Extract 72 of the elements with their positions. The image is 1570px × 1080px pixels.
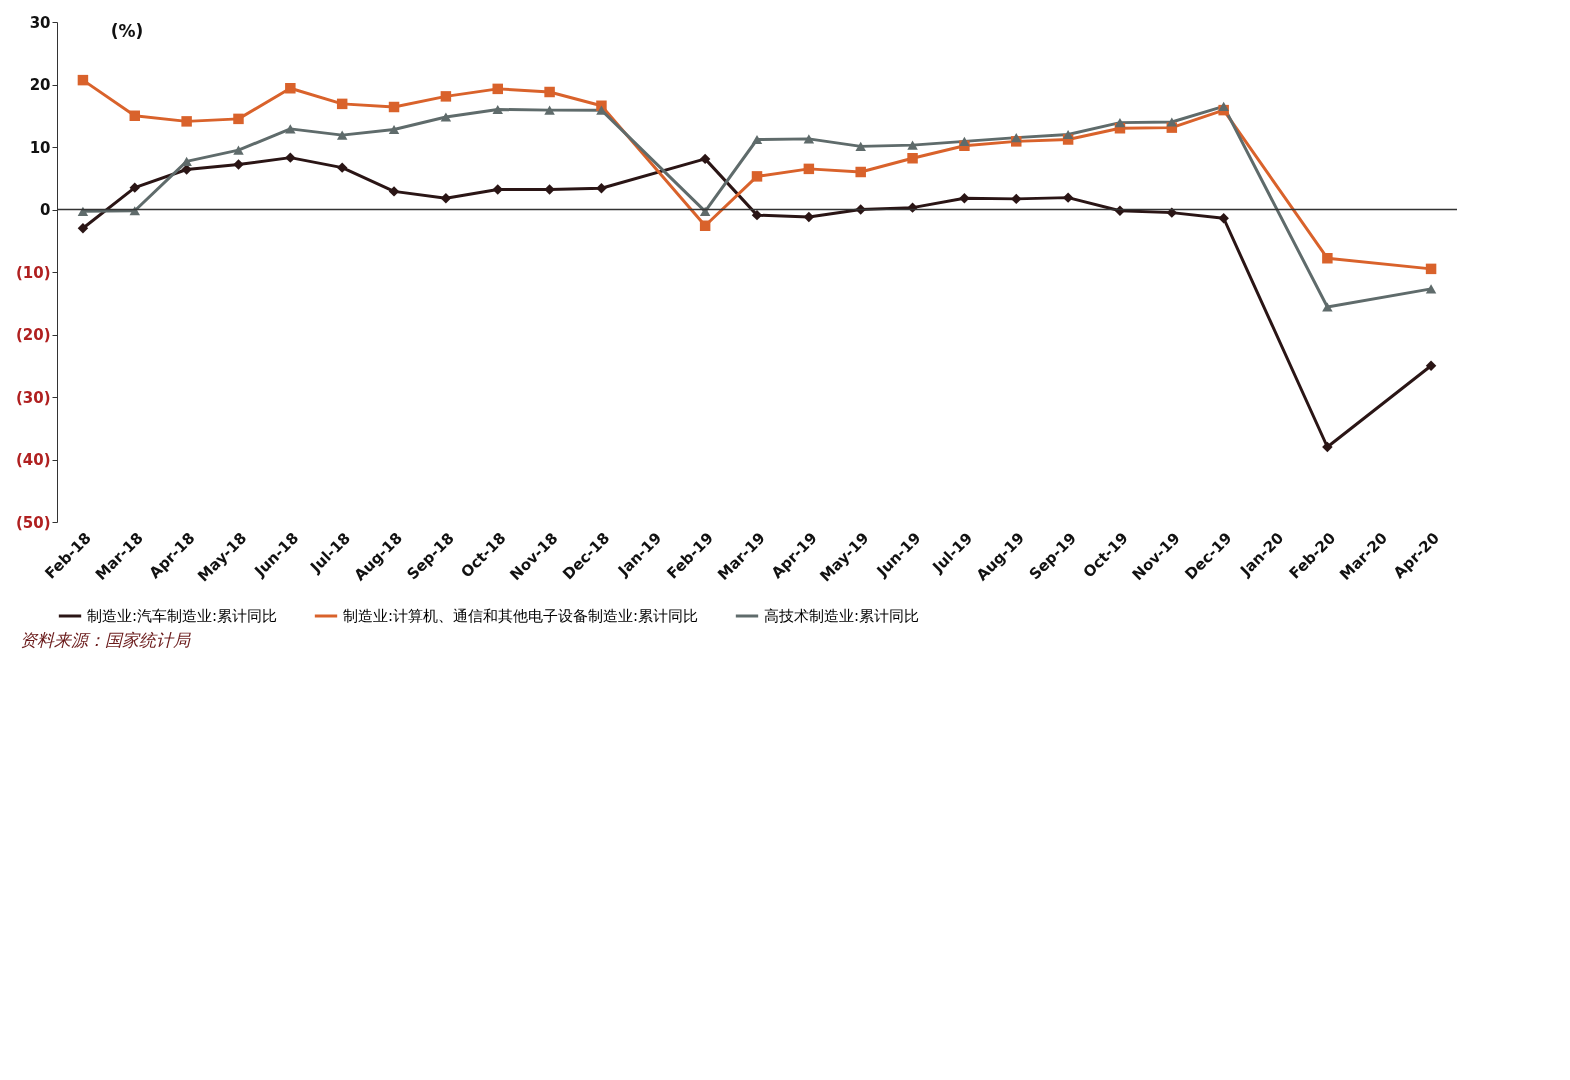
point xyxy=(907,153,918,164)
point xyxy=(751,171,763,182)
point xyxy=(1166,207,1178,218)
point xyxy=(388,186,400,197)
point xyxy=(1218,101,1229,111)
point xyxy=(907,140,918,150)
point xyxy=(544,105,555,115)
point xyxy=(699,220,711,231)
point xyxy=(1011,193,1022,205)
point xyxy=(388,124,400,135)
point xyxy=(129,110,141,121)
point xyxy=(1322,302,1333,312)
point xyxy=(492,184,503,195)
point xyxy=(699,153,711,165)
point xyxy=(440,91,452,102)
point xyxy=(855,141,866,151)
point xyxy=(803,211,815,223)
point xyxy=(285,83,296,94)
y-tick-label: (40) xyxy=(15,451,51,469)
point xyxy=(77,223,89,234)
point xyxy=(855,166,866,178)
point xyxy=(596,105,607,115)
point xyxy=(440,193,452,204)
point xyxy=(699,206,711,216)
point xyxy=(1425,263,1437,275)
y-tick-label: (50) xyxy=(15,513,51,532)
point xyxy=(1011,133,1022,143)
point xyxy=(803,163,815,175)
legend-label: 制造业:计算机、通信和其他电子设备制造业:累计同比 xyxy=(343,607,699,625)
point xyxy=(1062,192,1074,203)
point xyxy=(1218,213,1229,224)
point xyxy=(751,134,763,145)
legend-label: 高技术制造业:累计同比 xyxy=(764,607,920,625)
point xyxy=(440,112,452,122)
y-tick-label: 0 xyxy=(40,201,51,219)
point xyxy=(959,193,970,204)
point xyxy=(596,183,607,194)
point xyxy=(336,98,348,110)
legend-label: 制造业:汽车制造业:累计同比 xyxy=(87,607,278,625)
point xyxy=(336,162,348,173)
point xyxy=(77,206,89,216)
y-tick-label: (20) xyxy=(15,326,51,344)
point xyxy=(181,156,192,166)
y-tick-label: 20 xyxy=(29,76,51,94)
point xyxy=(1425,360,1437,371)
y-tick-label: (10) xyxy=(15,263,51,282)
point xyxy=(233,113,244,125)
point xyxy=(492,104,503,115)
point xyxy=(1322,441,1333,453)
y-tick-label: 10 xyxy=(29,138,51,157)
point xyxy=(129,182,141,193)
point xyxy=(233,159,244,170)
point xyxy=(1166,117,1178,127)
point xyxy=(77,74,89,86)
point xyxy=(233,145,244,155)
y-tick-label: (30) xyxy=(15,388,51,407)
point xyxy=(803,134,815,144)
point xyxy=(1322,253,1333,264)
point xyxy=(336,130,348,140)
point xyxy=(1114,118,1126,128)
point xyxy=(285,152,296,163)
point xyxy=(181,116,192,127)
y-axis-title: (%) xyxy=(110,21,144,41)
point xyxy=(388,101,400,113)
point xyxy=(1062,129,1074,140)
point xyxy=(959,136,970,146)
point xyxy=(544,86,555,98)
point xyxy=(492,83,503,95)
point xyxy=(285,124,296,134)
y-tick-label: 30 xyxy=(29,13,51,32)
text: 资料来源：国家统计局 xyxy=(20,629,192,652)
point xyxy=(1425,284,1437,294)
